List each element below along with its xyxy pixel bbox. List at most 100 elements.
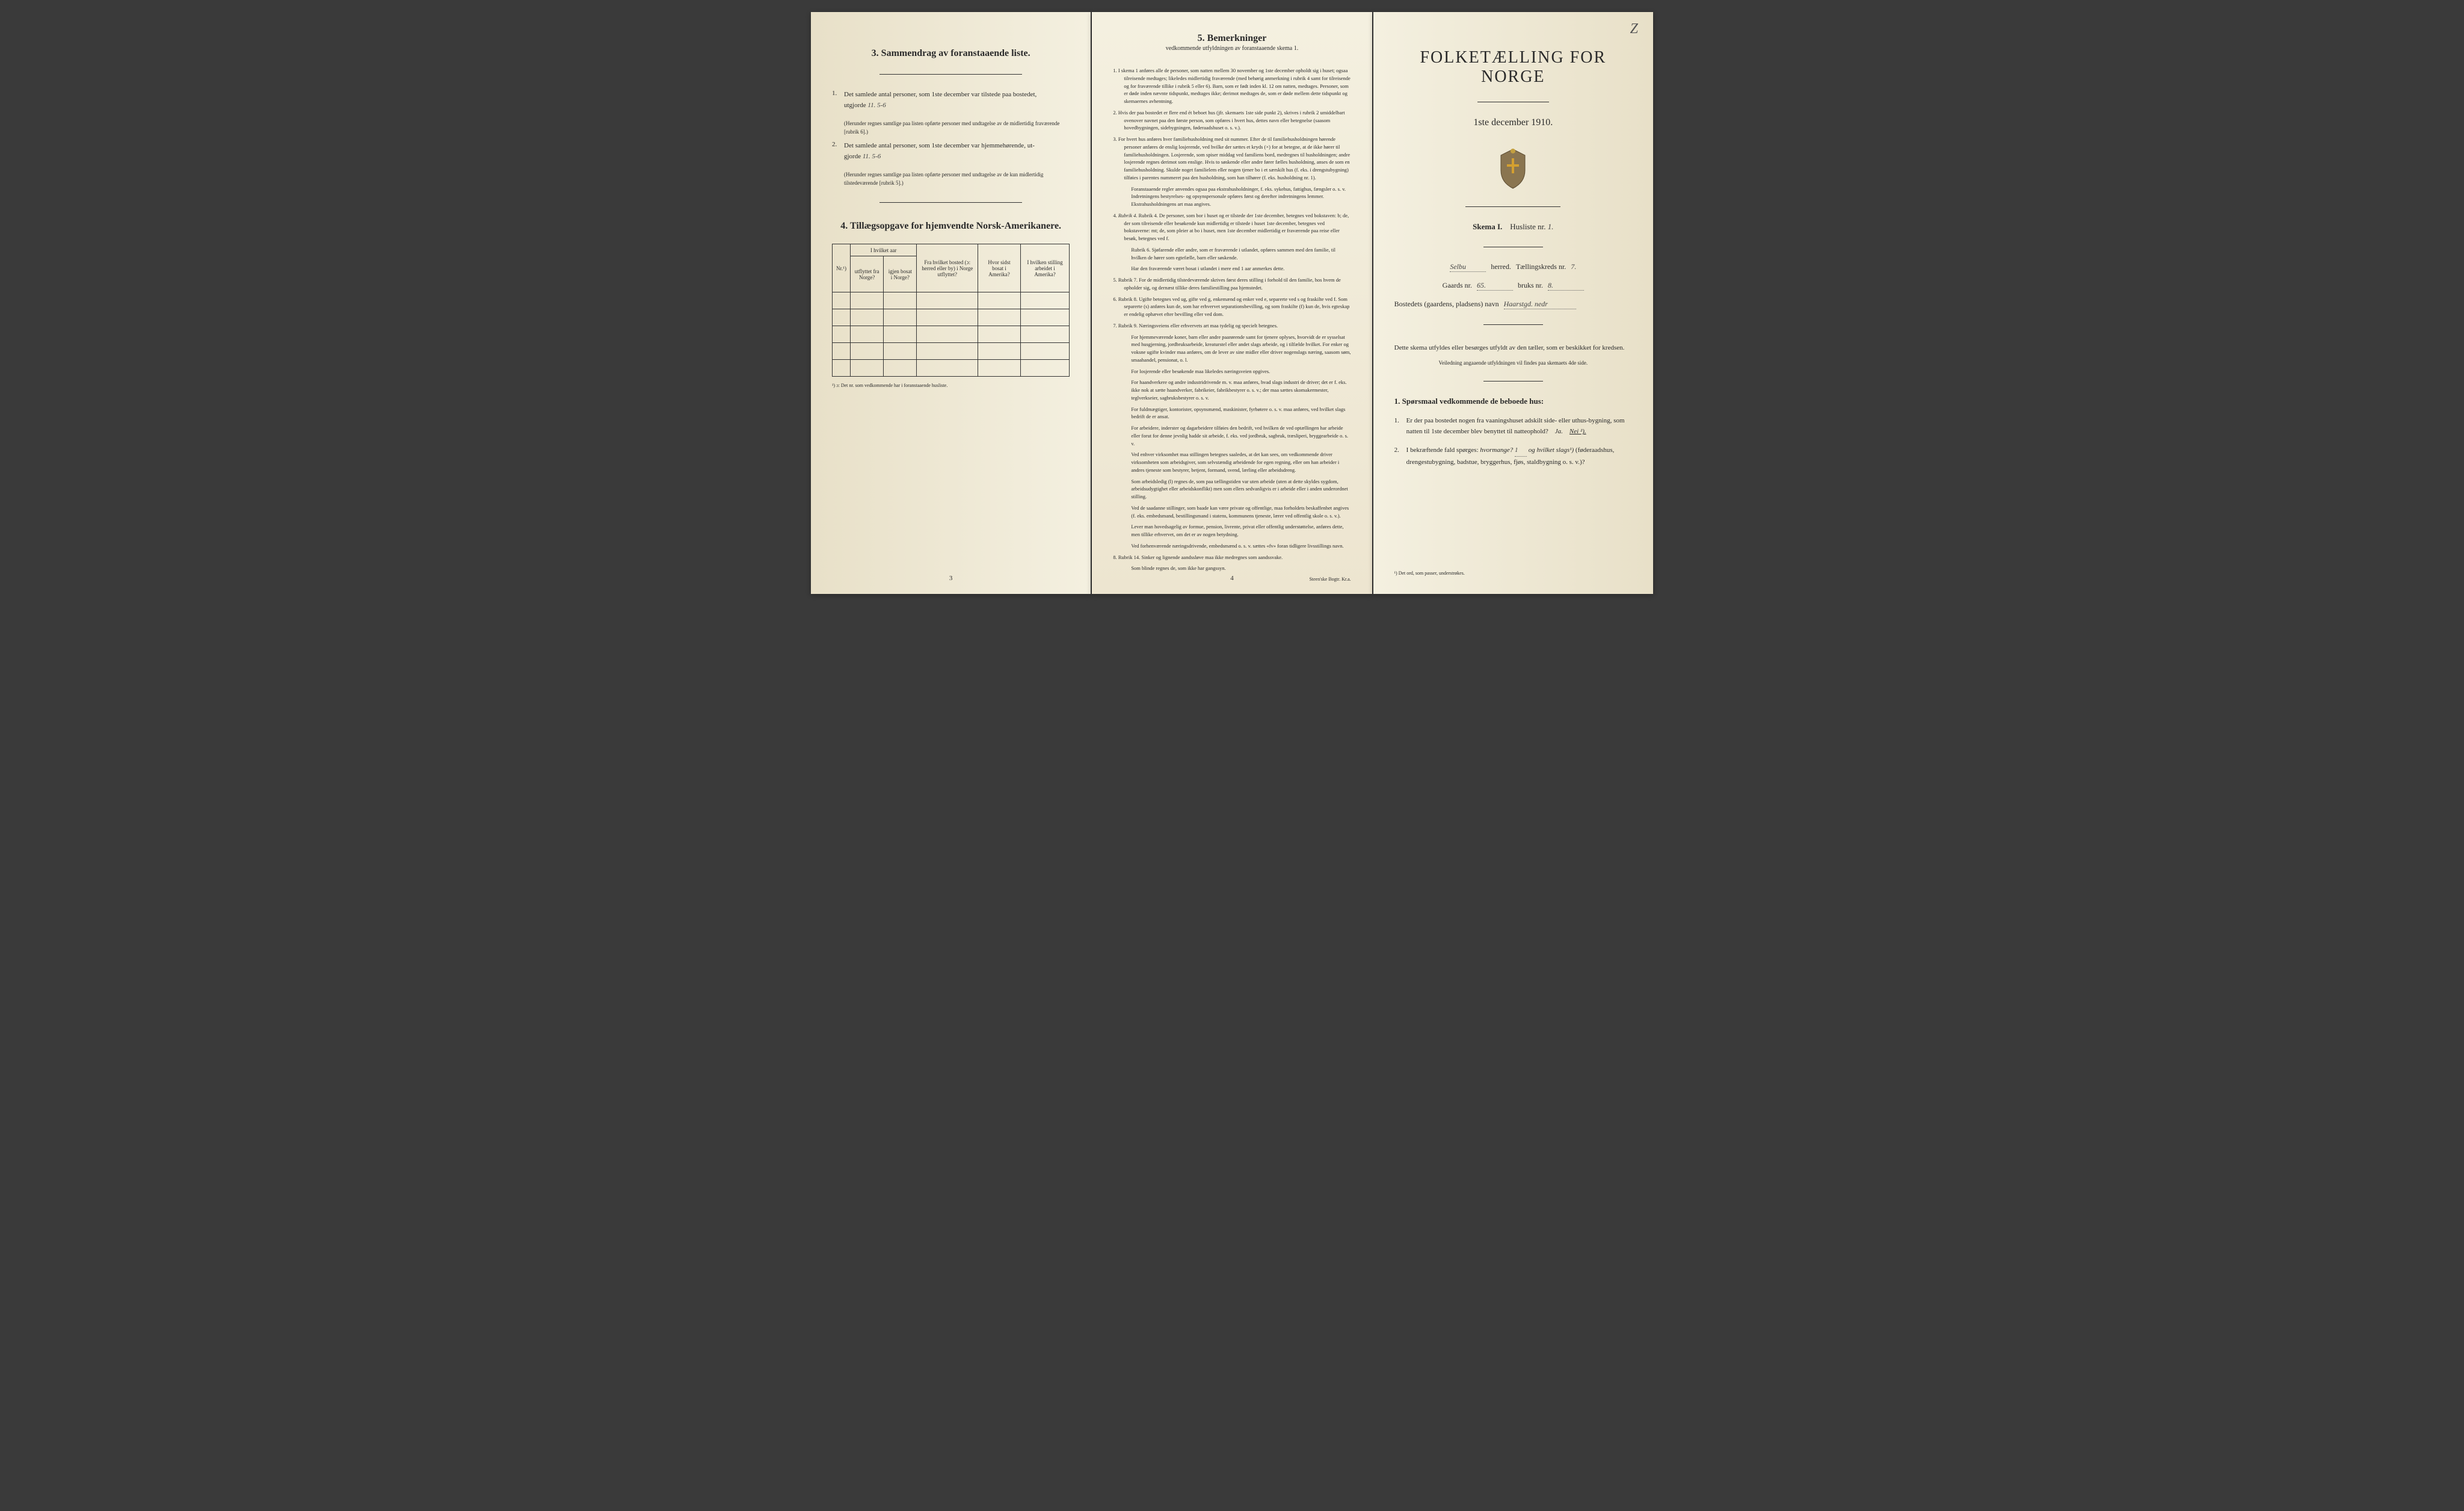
item-7-sub10: Ved forhenværende næringsdrivende, embed… [1131, 542, 1351, 550]
bosted-value: Haarstgd. nedr [1504, 300, 1576, 309]
th-utflyttet: utflyttet fra Norge? [850, 256, 883, 292]
item-8-sub: Som blinde regnes de, som ikke har gangs… [1131, 564, 1351, 572]
norwegian-americans-table: Nr.¹) I hvilket aar Fra hvilket bosted (… [832, 244, 1070, 377]
herred-label: herred. [1491, 262, 1511, 271]
herred-value: Selbu [1450, 262, 1486, 272]
item-content: Det samlede antal personer, som 1ste dec… [844, 141, 1070, 162]
item-3-sub: Foranstaaende regler anvendes ogsaa paa … [1131, 185, 1351, 208]
item-5: 5. Rubrik 7. For de midlertidig tilstede… [1124, 276, 1351, 292]
item-2: 2. Det samlede antal personer, som 1ste … [832, 141, 1070, 162]
page-number: 3 [949, 575, 953, 582]
table-row [833, 292, 1070, 309]
th-bosat: igjen bosat i Norge? [884, 256, 917, 292]
table-container: Nr.¹) I hvilket aar Fra hvilket bosted (… [832, 244, 1070, 377]
answer-ja: Ja. [1555, 428, 1563, 435]
divider [1483, 324, 1543, 325]
table-row [833, 309, 1070, 326]
item-text2: utgjorde [844, 102, 866, 109]
question-1: 1. Er der paa bostedet nogen fra vaaning… [1394, 415, 1632, 437]
page-number: 4 [1230, 575, 1234, 582]
section5-heading: 5. Bemerkninger [1113, 33, 1351, 44]
page-left: 3. Sammendrag av foranstaaende liste. 1.… [811, 12, 1091, 594]
document-container: 3. Sammendrag av foranstaaende liste. 1.… [811, 12, 1653, 594]
item-7-sub2: For losjerende eller besøkende maa likel… [1131, 368, 1351, 375]
page-right: Z FOLKETÆLLING FOR NORGE 1ste december 1… [1373, 12, 1653, 594]
item-4: 4. Rubrik 4. Rubrik 4. De personer, som … [1124, 212, 1351, 243]
handwritten-value: 11. 5-6 [867, 102, 886, 109]
page-middle: 5. Bemerkninger vedkommende utfyldningen… [1092, 12, 1372, 594]
answer-nei: Nei ²). [1569, 428, 1586, 435]
bosted-label: Bostedets (gaardens, pladsens) navn [1394, 300, 1499, 309]
main-title: FOLKETÆLLING FOR NORGE [1394, 48, 1632, 87]
question-prefix: I bekræftende fald spørges: [1406, 447, 1479, 454]
item-7: 7. Rubrik 9. Næringsveiens eller erhverv… [1124, 322, 1351, 330]
table-row [833, 326, 1070, 343]
skema-line: Skema I. Husliste nr. 1. [1394, 222, 1632, 232]
item-text: Det samlede antal personer, som 1ste dec… [844, 91, 1036, 98]
item-4-sub1: Rubrik 6. Sjøfarende eller andre, som er… [1131, 246, 1351, 262]
item-2: 2. Hvis der paa bostedet er flere end ét… [1124, 109, 1351, 132]
item-4-sub2: Har den fraværende været bosat i utlande… [1131, 265, 1351, 273]
divider [879, 74, 1022, 75]
item-content: Det samlede antal personer, som 1ste dec… [844, 90, 1070, 111]
herred-line: Selbu herred. Tællingskreds nr. 7. [1394, 262, 1632, 272]
item-num: 1. [832, 90, 844, 111]
printer-note: Steen'ske Bogtr. Kr.a. [1309, 576, 1351, 582]
question-content: Er der paa bostedet nogen fra vaaningshu… [1406, 415, 1632, 437]
item-7-sub5: For arbeidere, inderster og dagarbeidere… [1131, 424, 1351, 447]
gaard-line: Gaards nr. 65. bruks nr. 8. [1394, 281, 1632, 291]
item-7-sub3: For haandverkere og andre industridriven… [1131, 379, 1351, 401]
bosted-line: Bostedets (gaardens, pladsens) navn Haar… [1394, 300, 1632, 309]
divider [1483, 381, 1543, 382]
divider [879, 202, 1022, 203]
item-7-sub6: Ved enhver virksomhet maa stillingen bet… [1131, 451, 1351, 474]
table-row [833, 360, 1070, 377]
bottom-note: ¹) Det ord, som passer, understrøkes. [1394, 570, 1465, 576]
item-8: 8. Rubrik 14. Sinker og lignende aandssl… [1124, 554, 1351, 561]
th-stilling: I hvilken stilling arbeidet i Amerika? [1020, 244, 1070, 292]
item-7-sub7: Som arbeidsledig (l) regnes de, som paa … [1131, 478, 1351, 501]
gaard-value: 65. [1477, 281, 1513, 291]
item-text2: gjorde [844, 153, 861, 160]
small-instruction: Veiledning angaaende utfyldningen vil fi… [1394, 360, 1632, 366]
th-bosted: Fra hvilket bosted (ɔ: herred eller by) … [917, 244, 978, 292]
item-3: 3. For hvert hus anføres hver familiehus… [1124, 135, 1351, 182]
skema-middle: Husliste nr. [1510, 222, 1545, 231]
th-year: I hvilket aar [850, 244, 916, 256]
question-text: Er der paa bostedet nogen fra vaaningshu… [1406, 417, 1625, 436]
gaard-label: Gaards nr. [1443, 281, 1472, 290]
parenthetical-2: (Herunder regnes samtlige paa listen opf… [844, 171, 1070, 187]
item-1: 1. Det samlede antal personer, som 1ste … [832, 90, 1070, 111]
table-row [833, 343, 1070, 360]
question-num: 2. [1394, 445, 1406, 468]
middle-content: 1. I skema 1 anføres alle de personer, s… [1113, 67, 1351, 572]
divider [1465, 206, 1560, 207]
bruk-label: bruks nr. [1518, 281, 1543, 290]
item-text: Det samlede antal personer, som 1ste dec… [844, 142, 1035, 149]
th-amerika: Hvor sidst bosat i Amerika? [978, 244, 1021, 292]
item-7-sub4: For fuldmægtiger, kontorister, opsynsmæn… [1131, 406, 1351, 421]
corner-number: Z [1630, 21, 1638, 37]
table-footnote: ¹) ɔ: Det nr. som vedkommende har i fora… [832, 383, 1070, 388]
question-content: I bekræftende fald spørges: hvormange? 1… [1406, 445, 1632, 468]
skema-prefix: Skema I. [1473, 222, 1502, 231]
parenthetical-1: (Herunder regnes samtlige paa listen opf… [844, 120, 1070, 136]
question-italic2: og hvilket slags¹) [1529, 447, 1574, 454]
item-1: 1. I skema 1 anføres alle de personer, s… [1124, 67, 1351, 105]
item-7-sub1: For hjemmeværende koner, barn eller andr… [1131, 333, 1351, 364]
item-7-sub8: Ved de saadanne stillinger, som baade ka… [1131, 504, 1351, 520]
question-value1: 1 [1515, 445, 1527, 457]
section3-heading: 3. Sammendrag av foranstaaende liste. [832, 48, 1070, 59]
section4-heading: 4. Tillægsopgave for hjemvendte Norsk-Am… [832, 221, 1070, 232]
question-italic1: hvormange? [1480, 447, 1513, 454]
instruction: Dette skema utfyldes eller besørges utfy… [1394, 343, 1632, 354]
th-nr: Nr.¹) [833, 244, 851, 292]
taelling-label: Tællingskreds nr. [1516, 262, 1566, 271]
handwritten-value: 11. 5-6 [863, 153, 881, 160]
date-line: 1ste december 1910. [1394, 117, 1632, 128]
taelling-value: 7. [1571, 262, 1576, 271]
question-heading: 1. Spørsmaal vedkommende de beboede hus: [1394, 397, 1632, 406]
bruk-value: 8. [1548, 281, 1584, 291]
item-num: 2. [832, 141, 844, 162]
question-2: 2. I bekræftende fald spørges: hvormange… [1394, 445, 1632, 468]
